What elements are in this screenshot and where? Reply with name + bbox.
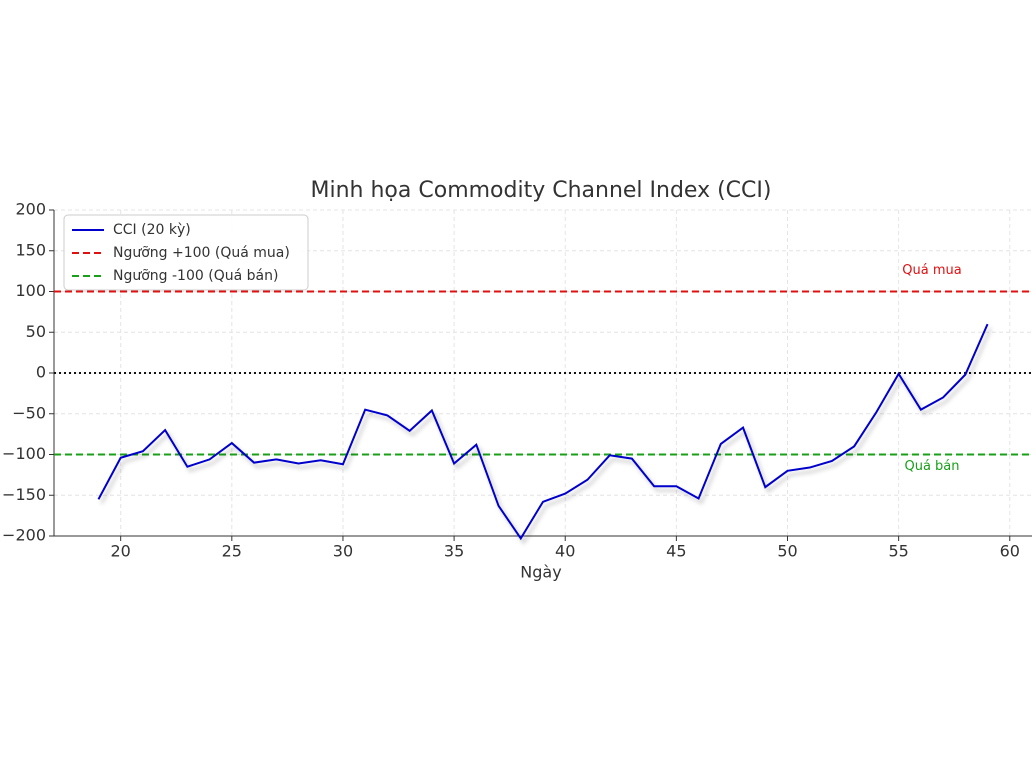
chart-title: Minh họa Commodity Channel Index (CCI): [311, 178, 772, 203]
x-tick-label: 20: [111, 542, 131, 561]
x-tick-label: 45: [666, 542, 686, 561]
cci-line: [97, 323, 989, 541]
y-tick-label: 150: [15, 240, 46, 259]
legend: CCI (20 kỳ) Ngưỡng +100 (Quá mua) Ngưỡng -…: [63, 214, 309, 291]
y-tick-label: −150: [2, 485, 46, 504]
x-tick-label: 30: [333, 542, 353, 561]
annotation: Quá mua: [902, 263, 961, 278]
y-tick-label: −200: [2, 526, 46, 545]
x-tick-label: 25: [222, 542, 242, 561]
x-tick-label: 55: [888, 542, 908, 561]
legend-label: CCI (20 kỳ): [113, 222, 191, 238]
x-tick-label: 40: [555, 542, 575, 561]
x-axis-label: Ngày: [520, 563, 561, 582]
legend-label: Ngưỡng +100 (Quá mua): [113, 245, 290, 261]
legend-label: Ngưỡng -100 (Quá bán): [113, 268, 278, 284]
y-tick-label: −50: [12, 403, 46, 422]
y-tick-label: 100: [15, 281, 46, 300]
y-tick-label: 50: [26, 322, 46, 341]
legend-box: [63, 214, 309, 291]
x-tick-label: 35: [444, 542, 464, 561]
x-tick-label: 60: [1000, 542, 1020, 561]
annotation: Quá bán: [904, 459, 959, 474]
y-tick-label: 200: [15, 200, 46, 219]
y-tick-label: −100: [2, 444, 46, 463]
x-tick-label: 50: [777, 542, 797, 561]
y-tick-label: 0: [36, 363, 46, 382]
